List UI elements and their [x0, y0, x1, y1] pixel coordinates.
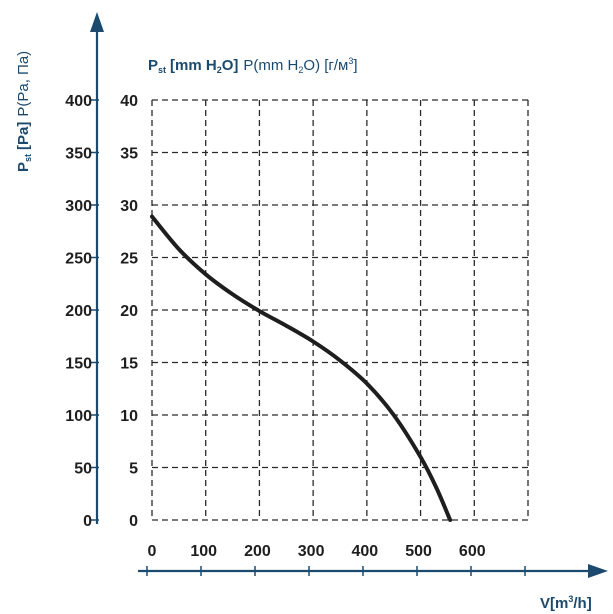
x-tick-label: 500 [405, 543, 432, 560]
x-tick-label: 300 [298, 543, 325, 560]
chart-title: Pst [mm H2O] P(mm H2O) [г/м3] [148, 56, 358, 75]
axes [90, 12, 608, 578]
x-axis-label: V[m3/h] [540, 594, 592, 612]
y-tick-label-pa: 200 [65, 303, 92, 320]
x-tick-label: 200 [244, 543, 271, 560]
x-tick-label: 400 [352, 543, 379, 560]
performance-curve [150, 214, 453, 522]
y-axis-label: Pst[Pa]P(Pa, Па) [15, 51, 33, 172]
y-tick-label-mm: 40 [120, 93, 138, 110]
x-tick-label: 0 [148, 543, 157, 560]
y-tick-label-mm: 30 [120, 198, 138, 215]
y-tick-label-pa: 100 [65, 408, 92, 425]
x-tick-label: 100 [190, 543, 217, 560]
y-tick-label-pa: 300 [65, 198, 92, 215]
y-tick-label-mm: 5 [129, 461, 138, 478]
x-axis-arrow-icon [588, 564, 608, 578]
y-tick-label-mm: 0 [129, 513, 138, 530]
y-tick-label-mm: 25 [120, 251, 138, 268]
y-tick-label-pa: 50 [74, 461, 92, 478]
tick-labels: 0501001502002503003504000510152025303540… [65, 93, 485, 560]
y-axis-arrow-icon [90, 12, 104, 32]
y-tick-label-pa: 250 [65, 251, 92, 268]
grid [151, 99, 529, 521]
y-tick-label-pa: 400 [65, 93, 92, 110]
y-tick-label-mm: 15 [120, 356, 138, 373]
y-tick-label-pa: 350 [65, 146, 92, 163]
y-tick-label-pa: 150 [65, 356, 92, 373]
y-tick-label-mm: 35 [120, 146, 138, 163]
y-tick-label-pa: 0 [83, 513, 92, 530]
y-tick-label-mm: 10 [120, 408, 138, 425]
curve-layer [150, 214, 453, 522]
y-tick-label-mm: 20 [120, 303, 138, 320]
x-tick-label: 600 [459, 543, 486, 560]
